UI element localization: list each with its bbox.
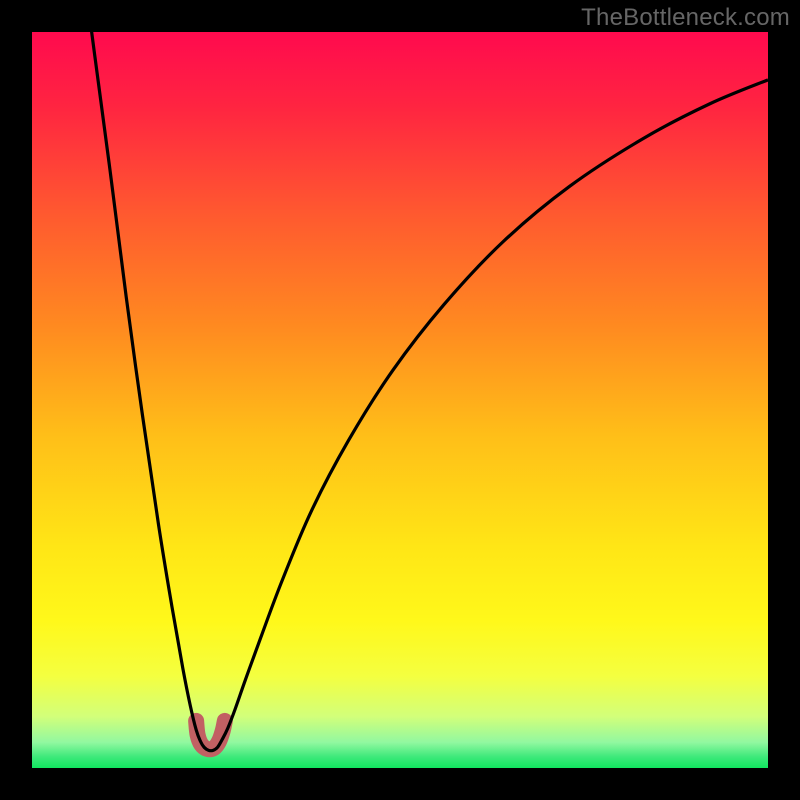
plot-background xyxy=(32,32,768,768)
watermark-text: TheBottleneck.com xyxy=(581,4,790,32)
plot-area xyxy=(32,32,768,768)
plot-svg xyxy=(32,32,768,768)
